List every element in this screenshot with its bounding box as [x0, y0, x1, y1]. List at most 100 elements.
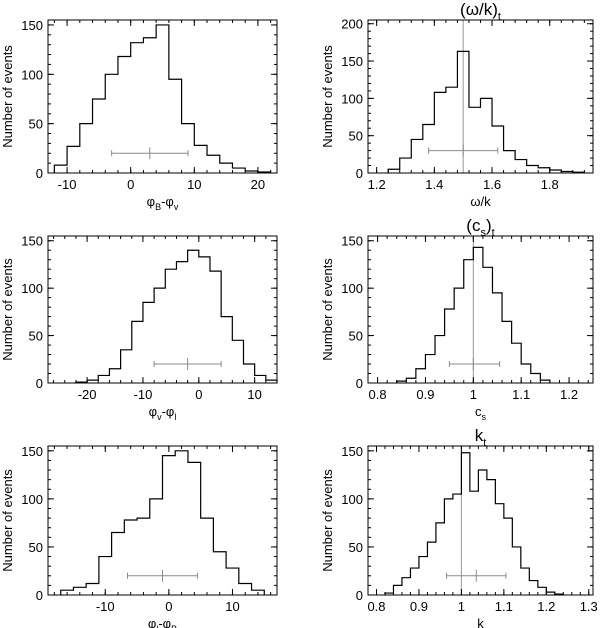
- histogram-bin: [512, 547, 520, 595]
- histogram-bin: [243, 364, 254, 383]
- x-tick-label: 1.6: [483, 177, 501, 192]
- histogram-bin: [194, 145, 207, 173]
- histogram-bin: [495, 504, 503, 595]
- x-tick-label: -10: [58, 177, 77, 192]
- histogram-bin: [169, 79, 182, 173]
- histogram-bin: [154, 288, 165, 383]
- histogram-bin: [481, 98, 493, 173]
- histogram-bin: [444, 499, 452, 595]
- y-axis-label: Number of events: [320, 45, 335, 148]
- histogram-bin: [435, 336, 445, 383]
- histogram-bin: [521, 364, 531, 383]
- y-tick-label: 100: [341, 91, 363, 106]
- x-tick-label: 10: [247, 387, 261, 402]
- panel-title: (cs)t: [466, 216, 494, 239]
- histogram-panel-4: 0.8 0.9 1 1.1 1.2 0 50 100 150 Number of events cs…: [320, 216, 594, 422]
- histogram-bin: [207, 155, 220, 173]
- histogram-bin: [538, 168, 550, 173]
- histogram-bin: [175, 451, 188, 595]
- y-tick-label: 50: [29, 540, 43, 555]
- histogram-bin: [182, 124, 195, 173]
- histogram-bin: [538, 587, 546, 595]
- histogram-bin: [188, 462, 201, 595]
- y-tick-label: 0: [356, 166, 363, 181]
- histogram-bin: [221, 317, 232, 383]
- histogram-bin: [483, 267, 493, 383]
- y-tick-label: 100: [21, 67, 43, 82]
- x-tick-label: 0.9: [410, 599, 428, 614]
- histogram-bin: [80, 124, 93, 173]
- x-tick-label: 0: [127, 177, 134, 192]
- x-tick-label: 1.1: [512, 387, 530, 402]
- x-axis-label: k: [477, 616, 484, 628]
- histogram-steps: [396, 246, 551, 383]
- histogram-steps: [387, 50, 585, 173]
- panel-title: (ω/k)t: [460, 0, 501, 23]
- histogram-panel-6: 0.8 0.9 1 1.1 1.2 1.3 0 50 100 150 Number of event…: [320, 426, 598, 628]
- histogram-bin: [156, 25, 169, 173]
- error-bar: [127, 569, 198, 582]
- y-tick-label: 0: [36, 166, 43, 181]
- y-tick-label: 0: [356, 376, 363, 391]
- histogram-bin: [176, 262, 187, 383]
- x-tick-label: 0: [165, 599, 172, 614]
- histogram-bin: [54, 165, 67, 173]
- histogram-bin: [521, 568, 529, 595]
- histogram-bin: [453, 494, 461, 595]
- x-tick-label: -20: [78, 387, 97, 402]
- error-bar: [111, 147, 189, 160]
- y-axis-label: Number of events: [0, 258, 15, 361]
- histogram-bin: [232, 340, 243, 383]
- histogram-panel-1: -10 0 10 20 0 50 100 150 Number of events φB-φv: [0, 18, 278, 212]
- histogram-bin: [470, 491, 478, 595]
- histogram-steps: [384, 452, 564, 595]
- y-tick-label: 100: [341, 492, 363, 507]
- histogram-bin: [93, 99, 106, 173]
- x-tick-label: 1.8: [541, 177, 559, 192]
- histogram-bin: [461, 453, 469, 595]
- y-tick-label: 150: [341, 54, 363, 69]
- histogram-bin: [515, 160, 527, 173]
- plot-frame: [47, 445, 278, 596]
- histogram-steps: [60, 450, 265, 595]
- histogram-bin: [419, 557, 427, 595]
- y-tick-label: 0: [356, 588, 363, 603]
- x-tick-label: 20: [251, 177, 265, 192]
- histogram-bin: [188, 250, 199, 383]
- histogram-bin: [492, 293, 502, 383]
- histogram-bin: [112, 533, 125, 595]
- y-tick-label: 100: [341, 281, 363, 296]
- y-tick-label: 150: [21, 234, 43, 249]
- histogram-bin: [213, 552, 226, 595]
- x-tick-label: 1: [470, 387, 477, 402]
- histogram-bin: [150, 499, 163, 595]
- x-axis-label: φB-φv: [147, 194, 179, 212]
- histogram-bin: [487, 480, 495, 595]
- histogram-bin: [143, 302, 154, 383]
- histogram-bin: [531, 374, 541, 383]
- histogram-bin: [402, 578, 410, 595]
- y-axis-label: Number of events: [320, 469, 335, 572]
- histogram-bin: [201, 518, 214, 595]
- histogram-bin: [512, 343, 522, 383]
- histogram-bin: [105, 74, 118, 173]
- x-tick-label: 10: [187, 177, 201, 192]
- histogram-bin: [504, 151, 516, 173]
- x-tick-label: 10: [225, 599, 239, 614]
- x-tick-label: -10: [96, 599, 115, 614]
- error-bar: [153, 358, 222, 371]
- y-axis-label: Number of events: [0, 45, 15, 148]
- y-tick-label: 100: [21, 492, 43, 507]
- plot-frame: [47, 19, 278, 174]
- x-tick-label: 1.3: [580, 599, 598, 614]
- x-axis-label: cs: [475, 404, 487, 422]
- x-tick-label: 1.4: [425, 177, 443, 192]
- x-axis-label: φl-φB: [148, 616, 177, 628]
- y-tick-label: 50: [349, 129, 363, 144]
- histogram-bin: [436, 523, 444, 595]
- histogram-bin: [220, 163, 233, 173]
- histogram-bin: [469, 107, 481, 173]
- histogram-bin: [255, 375, 266, 383]
- histogram-bin: [434, 92, 446, 173]
- histogram-bin: [388, 169, 400, 173]
